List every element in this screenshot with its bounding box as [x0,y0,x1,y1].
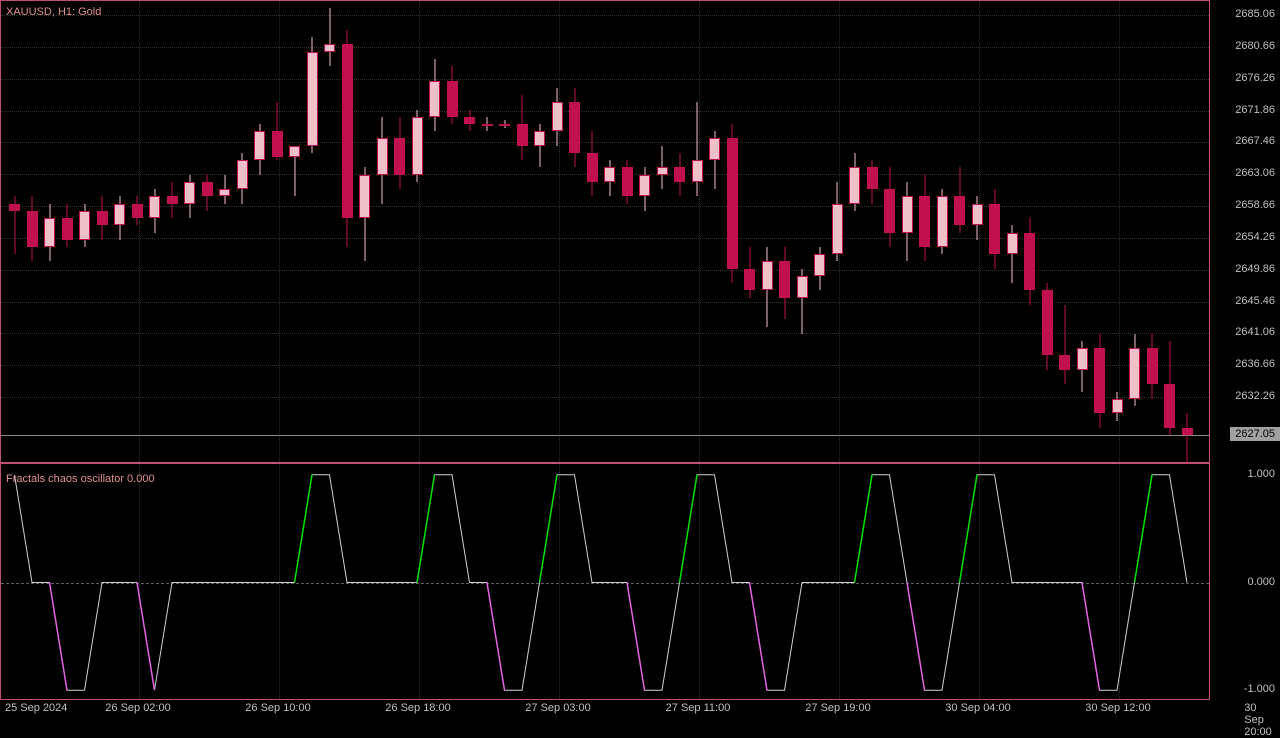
grid-line-h [1,333,1209,334]
current-price-line [1,435,1209,436]
price-label: 2641.06 [1235,326,1275,338]
price-label: 2649.86 [1235,263,1275,275]
grid-line-v [979,1,980,462]
time-label: 27 Sep 19:00 [805,702,870,714]
indicator-axis: 1.000 0.000 -1.000 [1210,463,1280,700]
grid-line-v [1119,1,1120,462]
candlestick-chart[interactable]: XAUUSD, H1: Gold [0,0,1210,463]
grid-line-h [1,302,1209,303]
time-label: 26 Sep 18:00 [385,702,450,714]
grid-line-h [1,47,1209,48]
time-label: 30 Sep 04:00 [945,702,1010,714]
indicator-label: -1.000 [1244,683,1275,695]
time-label: 26 Sep 02:00 [105,702,170,714]
oscillator-svg [1,464,1211,701]
time-label: 25 Sep 2024 [5,702,67,714]
time-label: 30 Sep 20:00 [1244,702,1272,738]
time-label: 27 Sep 03:00 [525,702,590,714]
indicator-label: 1.000 [1247,468,1275,480]
price-label: 2671.86 [1235,104,1275,116]
grid-line-h [1,206,1209,207]
indicator-label: 0.000 [1247,576,1275,588]
price-axis: 2685.06 2680.66 2676.26 2671.86 2667.46 2663.… [1210,0,1280,463]
chart-title: XAUUSD, H1: Gold [6,6,101,18]
grid-line-v [139,1,140,462]
price-label: 2654.26 [1235,231,1275,243]
time-axis: 25 Sep 2024 26 Sep 02:00 26 Sep 10:00 26 Se… [0,700,1280,720]
grid-line-h [1,79,1209,80]
price-label: 2636.66 [1235,358,1275,370]
oscillator-panel[interactable]: Fractals chaos oscillator 0.000 [0,463,1210,700]
grid-line-h [1,15,1209,16]
price-label: 2645.46 [1235,295,1275,307]
price-label: 2667.46 [1235,135,1275,147]
time-label: 30 Sep 12:00 [1085,702,1150,714]
grid-line-h [1,142,1209,143]
price-label: 2676.26 [1235,72,1275,84]
grid-line-v [699,1,700,462]
grid-line-v [279,1,280,462]
grid-line-v [419,1,420,462]
price-label: 2680.66 [1235,40,1275,52]
price-label: 2658.66 [1235,199,1275,211]
indicator-title: Fractals chaos oscillator 0.000 [6,473,155,485]
grid-line-v [559,1,560,462]
time-label: 26 Sep 10:00 [245,702,310,714]
grid-line-h [1,365,1209,366]
current-price-label: 2627.05 [1230,427,1280,441]
price-label: 2663.06 [1235,167,1275,179]
time-label: 27 Sep 11:00 [666,702,731,714]
grid-line-h [1,111,1209,112]
price-label: 2685.06 [1235,8,1275,20]
price-label: 2632.26 [1235,390,1275,402]
grid-line-h [1,397,1209,398]
